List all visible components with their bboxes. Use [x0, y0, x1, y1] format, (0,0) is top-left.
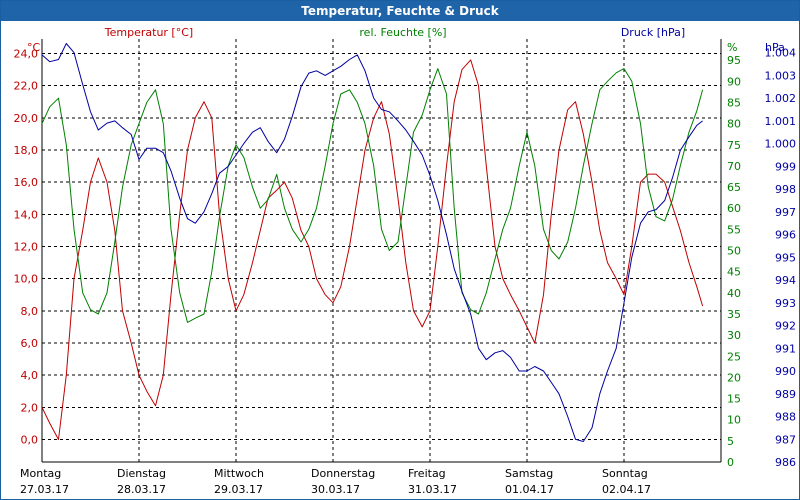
x-date-label: 31.03.17 — [408, 483, 457, 496]
x-date-label: 29.03.17 — [214, 483, 263, 496]
humidity-tick-label: 95 — [727, 54, 741, 67]
x-day-label: Donnerstag — [311, 467, 375, 480]
pressure-tick-label: 986 — [775, 456, 796, 469]
x-day-label: Samstag — [505, 467, 553, 480]
temp-tick-label: 14,0 — [14, 208, 39, 221]
humidity-unit-label: % — [727, 41, 737, 54]
pressure-tick-label: 987 — [775, 433, 796, 446]
humidity-tick-label: 25 — [727, 350, 741, 363]
temp-tick-label: 16,0 — [14, 176, 39, 189]
pressure-axis-title: Druck [hPa] — [621, 26, 685, 39]
humidity-axis-title: rel. Feuchte [%] — [359, 26, 446, 39]
weather-chart: 0,0 2,0 4,0 6,0 8,0 10,0 12,0 14,0 16,0 18,0 20,0 2… — [14, 26, 797, 496]
pressure-tick-label: 994 — [775, 274, 796, 287]
pressure-tick-label: 997 — [775, 206, 796, 219]
pressure-unit-label: hPa — [765, 41, 785, 54]
temp-tick-label: 2,0 — [21, 401, 39, 414]
temp-tick-label: 20,0 — [14, 112, 39, 125]
pressure-tick-label: 990 — [775, 365, 796, 378]
x-day-label: Dienstag — [117, 467, 166, 480]
pressure-tick-label: 992 — [775, 320, 796, 333]
pressure-tick-label: 996 — [775, 229, 796, 242]
x-date-label: 01.04.17 — [505, 483, 554, 496]
humidity-tick-label: 20 — [727, 371, 741, 384]
temp-tick-label: 10,0 — [14, 273, 39, 286]
pressure-tick-label: 988 — [775, 411, 796, 424]
humidity-tick-label: 50 — [727, 245, 741, 258]
temp-unit-label: °C — [27, 41, 41, 54]
temp-tick-label: 8,0 — [21, 305, 39, 318]
pressure-tick-label: 991 — [775, 342, 796, 355]
humidity-tick-label: 5 — [727, 435, 734, 448]
x-day-label: Mittwoch — [214, 467, 264, 480]
pressure-tick-label: 1.004 — [765, 47, 797, 60]
humidity-tick-label: 85 — [727, 96, 741, 109]
x-date-label: 28.03.17 — [117, 483, 166, 496]
x-date-label: 30.03.17 — [311, 483, 360, 496]
temp-tick-label: 0,0 — [21, 433, 39, 446]
x-date-label: 02.04.17 — [602, 483, 651, 496]
series-line-temp — [41, 59, 704, 440]
pressure-tick-label: 993 — [775, 297, 796, 310]
x-day-label: Montag — [20, 467, 61, 480]
humidity-tick-label: 40 — [727, 287, 741, 300]
humidity-tick-label: 15 — [727, 393, 741, 406]
temp-tick-label: 4,0 — [21, 369, 39, 382]
temp-tick-label: 18,0 — [14, 144, 39, 157]
pressure-tick-label: 1.000 — [765, 138, 797, 151]
pressure-tick-label: 1.001 — [765, 115, 797, 128]
series-line-press — [41, 43, 703, 442]
pressure-tick-label: 1.002 — [765, 92, 797, 105]
humidity-tick-label: 45 — [727, 266, 741, 279]
pressure-tick-label: 989 — [775, 388, 796, 401]
x-day-label: Freitag — [408, 467, 446, 480]
series-line-hum — [41, 68, 704, 323]
temp-tick-label: 12,0 — [14, 240, 39, 253]
x-date-label: 27.03.17 — [20, 483, 69, 496]
temp-axis-title: Temperatur [°C] — [104, 26, 193, 39]
humidity-tick-label: 0 — [727, 456, 734, 469]
pressure-tick-label: 1.003 — [765, 69, 797, 82]
pressure-tick-label: 998 — [775, 183, 796, 196]
humidity-tick-label: 55 — [727, 223, 741, 236]
humidity-tick-label: 35 — [727, 308, 741, 321]
humidity-tick-label: 30 — [727, 329, 741, 342]
pressure-tick-label: 995 — [775, 251, 796, 264]
humidity-tick-label: 80 — [727, 118, 741, 131]
chart-title: Temperatur, Feuchte & Druck — [1, 1, 799, 21]
humidity-tick-label: 90 — [727, 75, 741, 88]
humidity-tick-label: 70 — [727, 160, 741, 173]
pressure-tick-label: 999 — [775, 160, 796, 173]
temp-tick-label: 24,0 — [14, 47, 39, 60]
temp-tick-label: 6,0 — [21, 337, 39, 350]
humidity-tick-label: 65 — [727, 181, 741, 194]
humidity-tick-label: 75 — [727, 139, 741, 152]
humidity-tick-label: 60 — [727, 202, 741, 215]
x-day-label: Sonntag — [602, 467, 648, 480]
humidity-tick-label: 10 — [727, 414, 741, 427]
temp-tick-label: 22,0 — [14, 80, 39, 93]
